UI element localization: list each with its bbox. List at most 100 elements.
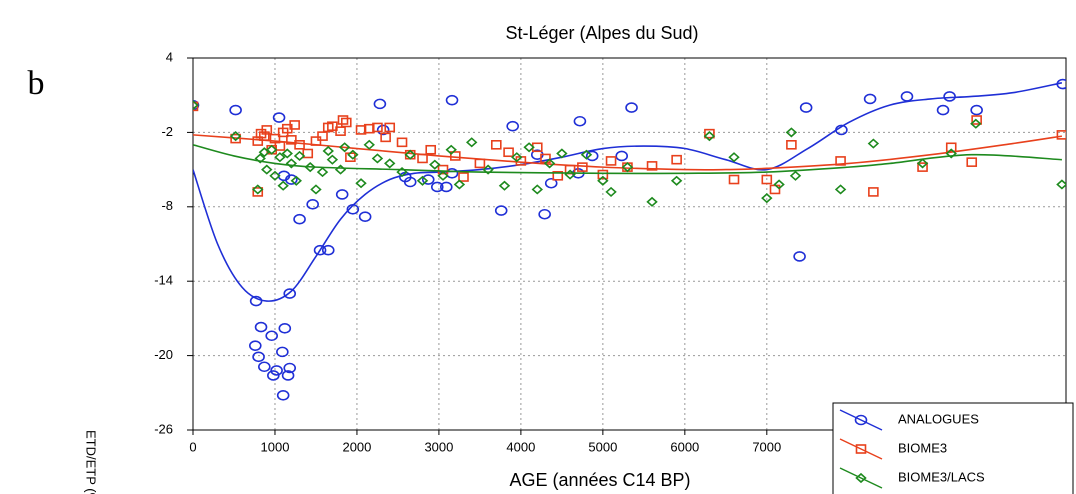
point — [728, 174, 740, 185]
point — [376, 124, 390, 136]
point — [396, 137, 408, 148]
point — [258, 361, 271, 373]
point — [605, 156, 617, 166]
point — [193, 100, 199, 111]
y-axis-label: ETD/ETP (%) — [84, 430, 99, 494]
point — [971, 115, 982, 125]
point — [313, 244, 327, 256]
x-tick-label: 5000 — [588, 439, 617, 454]
point — [252, 351, 265, 363]
y-tick-label: -20 — [154, 347, 173, 362]
point — [276, 389, 290, 401]
point — [254, 321, 268, 333]
point — [544, 177, 558, 189]
point — [564, 169, 576, 180]
point — [799, 102, 813, 113]
legend-box — [832, 402, 1074, 494]
point — [465, 137, 478, 148]
point — [945, 148, 957, 159]
point — [277, 180, 289, 191]
y-tick-label: -8 — [161, 198, 173, 213]
point — [621, 162, 634, 173]
point — [867, 138, 880, 149]
point — [265, 144, 278, 155]
point — [482, 164, 494, 175]
point — [293, 150, 306, 162]
plot-frame — [192, 57, 1067, 431]
point — [1056, 130, 1066, 140]
point — [900, 91, 914, 102]
point — [373, 98, 387, 110]
point — [936, 104, 950, 116]
point — [363, 123, 375, 134]
point — [552, 171, 564, 181]
point — [334, 164, 347, 175]
point — [278, 323, 292, 334]
point — [503, 147, 514, 158]
point — [269, 170, 281, 181]
x-tick-label: 3000 — [424, 439, 453, 454]
point — [430, 181, 444, 193]
point — [943, 91, 956, 102]
point — [302, 148, 314, 159]
point — [261, 164, 273, 175]
x-tick-label: 4000 — [506, 439, 535, 454]
point — [249, 295, 263, 307]
legend-marker — [854, 414, 868, 426]
point — [835, 124, 848, 136]
point — [337, 115, 349, 125]
point — [293, 213, 306, 225]
legend-label: ANALOGUES — [898, 411, 979, 426]
point — [338, 142, 351, 153]
point — [358, 211, 372, 223]
point — [416, 175, 429, 186]
point — [429, 159, 441, 170]
point — [335, 189, 349, 200]
point — [396, 167, 408, 178]
point — [761, 193, 773, 204]
point — [450, 151, 461, 161]
point — [261, 125, 273, 135]
point — [670, 175, 683, 186]
x-axis-label: AGE (années C14 BP) — [509, 470, 690, 490]
point — [274, 141, 286, 151]
point — [425, 144, 437, 155]
point — [286, 135, 297, 145]
point — [265, 330, 278, 342]
point — [577, 162, 588, 172]
y-tick-label: -14 — [154, 273, 173, 288]
point — [322, 145, 334, 157]
point — [728, 152, 740, 163]
series — [193, 100, 1066, 207]
point — [283, 362, 297, 374]
point — [380, 132, 391, 143]
point — [498, 180, 511, 191]
point — [597, 175, 609, 186]
legend-line — [839, 467, 883, 489]
point — [945, 142, 957, 153]
point — [294, 140, 305, 150]
legend-label: BIOME3 — [898, 440, 947, 455]
fit-line — [193, 144, 1062, 175]
point — [538, 208, 551, 220]
point — [970, 104, 983, 116]
point — [327, 121, 338, 131]
point — [761, 174, 773, 185]
point — [917, 162, 928, 172]
point — [285, 158, 298, 169]
legend-label: BIOME3/LACS — [898, 469, 985, 484]
point — [703, 131, 716, 142]
point — [646, 161, 658, 171]
panel-label: b — [28, 65, 45, 102]
point — [531, 184, 543, 195]
point — [290, 175, 302, 186]
point — [868, 187, 879, 197]
point — [285, 174, 298, 185]
point — [835, 156, 846, 166]
point — [789, 170, 802, 181]
point — [417, 153, 428, 164]
point — [259, 131, 270, 141]
point — [834, 184, 847, 195]
point — [317, 131, 328, 141]
point — [506, 120, 519, 132]
